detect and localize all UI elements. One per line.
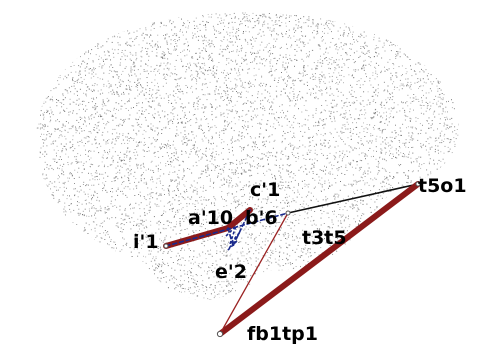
node-marker-b6 [285, 210, 291, 216]
edge-fb1tp1-b6 [219, 212, 289, 335]
label-i1: i'1 [133, 231, 159, 253]
node-marker-i1 [163, 243, 169, 249]
electrode-nodes [163, 181, 421, 338]
node-marker-t5o1 [415, 181, 421, 187]
label-a10: a'10 [188, 207, 233, 229]
edge-a10-c1 [225, 207, 253, 231]
label-t3t5: t3t5 [302, 227, 347, 249]
edge-c1-e2 [232, 209, 251, 247]
connection-edges [163, 181, 421, 337]
edge-fb1tp1-t5o1 [217, 181, 421, 337]
label-fb1tp1: fb1tp1 [247, 323, 318, 345]
label-e2: e'2 [215, 261, 247, 283]
electrode-labels: i'1 a'10 c'1 b'6 t5o1 t3t5 e'2 fb1tp1 [133, 175, 467, 345]
node-marker-fb1tp1 [216, 330, 224, 338]
edge-cluster-blue [225, 225, 241, 251]
label-c1: c'1 [250, 179, 280, 201]
label-b6: b'6 [245, 207, 278, 229]
edge-i1-b6 [165, 212, 289, 247]
label-t5o1: t5o1 [418, 175, 467, 197]
edge-b6-t5o1 [287, 183, 419, 214]
